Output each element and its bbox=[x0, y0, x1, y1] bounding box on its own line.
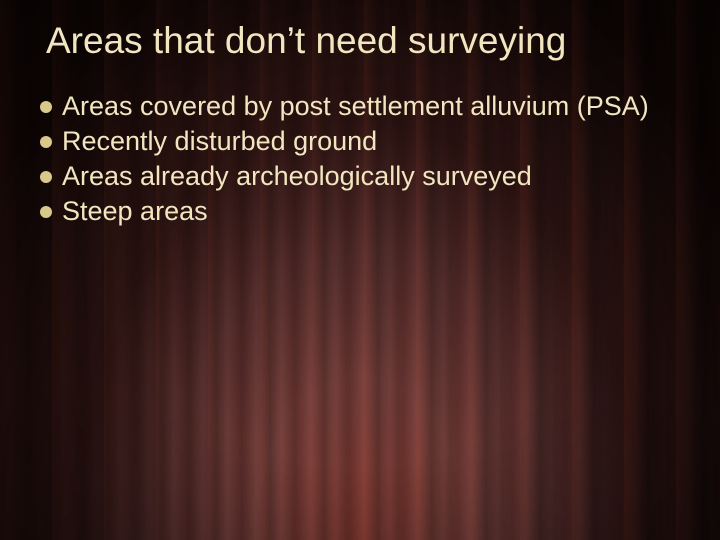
slide-title: Areas that don’t need surveying bbox=[46, 20, 684, 62]
list-item-text: Recently disturbed ground bbox=[62, 125, 684, 158]
list-item: Areas already archeologically surveyed bbox=[40, 160, 684, 193]
list-item-text: Areas covered by post settlement alluviu… bbox=[62, 90, 684, 123]
slide-content: Areas that don’t need surveying Areas co… bbox=[0, 0, 720, 540]
list-item-text: Areas already archeologically surveyed bbox=[62, 160, 684, 193]
list-item: Recently disturbed ground bbox=[40, 125, 684, 158]
list-item-text: Steep areas bbox=[62, 195, 684, 228]
list-item: Steep areas bbox=[40, 195, 684, 228]
bullet-icon bbox=[40, 101, 52, 113]
bullet-icon bbox=[40, 171, 52, 183]
bullet-icon bbox=[40, 206, 52, 218]
list-item: Areas covered by post settlement alluviu… bbox=[40, 90, 684, 123]
bullet-list: Areas covered by post settlement alluviu… bbox=[40, 90, 684, 228]
bullet-icon bbox=[40, 136, 52, 148]
